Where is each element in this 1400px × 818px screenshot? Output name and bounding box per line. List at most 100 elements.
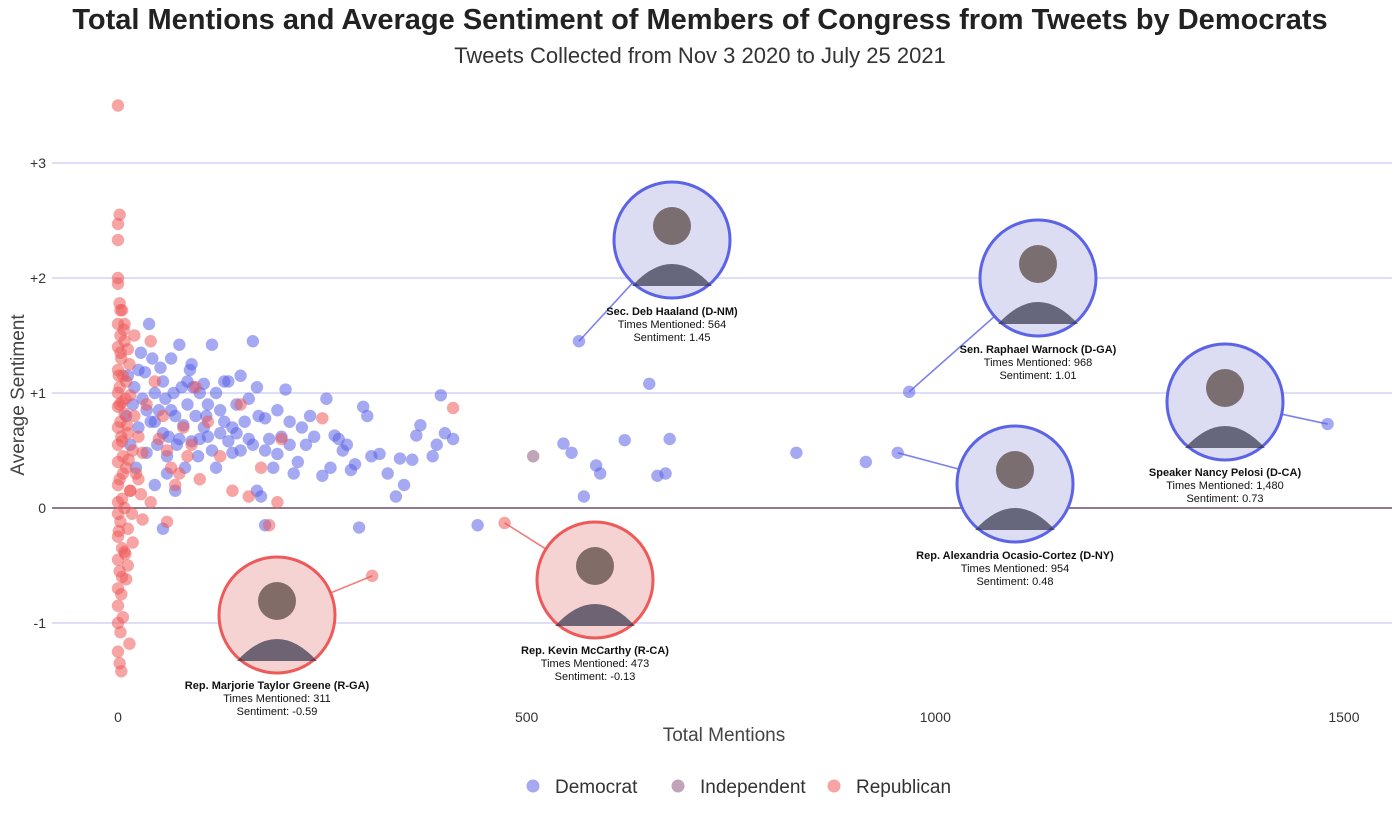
data-point — [125, 507, 139, 520]
x-tick-label: 1000 — [920, 709, 951, 725]
data-point — [201, 398, 215, 411]
portrait-body-icon — [1185, 426, 1265, 448]
data-point — [128, 329, 141, 342]
data-point — [426, 450, 439, 463]
legend-item-democrat: Democrat — [526, 777, 638, 798]
data-point — [859, 455, 873, 469]
data-point — [316, 469, 329, 482]
y-tick-label: +2 — [30, 270, 46, 286]
annotations: Sec. Deb Haaland (D-NM)Times Mentioned: … — [185, 180, 1328, 718]
annotation-mentions: Times Mentioned: 564 — [618, 319, 726, 331]
legend-swatch — [526, 779, 540, 793]
data-point — [154, 361, 167, 374]
annotation-name: Rep. Kevin McCarthy (R-CA) — [521, 645, 669, 657]
annotation-callout: Sec. Deb Haaland (D-NM)Times Mentioned: … — [578, 180, 738, 344]
data-point — [115, 665, 128, 678]
portrait-head-icon — [1019, 245, 1057, 283]
legend-label: Republican — [856, 777, 951, 798]
data-point — [185, 358, 198, 371]
annotation-name: Speaker Nancy Pelosi (D-CA) — [1149, 467, 1302, 479]
data-point — [144, 335, 157, 348]
data-point — [128, 409, 141, 423]
data-point — [275, 432, 288, 446]
data-point — [446, 401, 460, 415]
data-point — [320, 392, 333, 405]
annotation-sentiment: Sentiment: 0.73 — [1186, 493, 1263, 505]
y-tick-label: -1 — [34, 615, 47, 631]
data-point — [123, 358, 136, 371]
annotation-mentions: Times Mentioned: 311 — [223, 693, 331, 705]
data-point — [122, 453, 135, 466]
annotation-name: Rep. Marjorie Taylor Greene (R-GA) — [185, 680, 370, 692]
data-point — [618, 433, 631, 447]
data-point — [119, 392, 132, 405]
data-point — [414, 419, 427, 432]
legend-swatch — [827, 779, 841, 793]
annotation-sentiment: Sentiment: 1.01 — [999, 370, 1076, 382]
data-points — [111, 99, 1334, 678]
chart-subtitle: Tweets Collected from Nov 3 2020 to July… — [454, 43, 946, 68]
annotation-mentions: Times Mentioned: 473 — [541, 658, 649, 670]
portrait-head-icon — [996, 451, 1034, 489]
data-point — [113, 208, 126, 221]
data-point — [126, 536, 139, 549]
data-point — [790, 446, 803, 459]
data-point — [577, 490, 591, 503]
data-point — [189, 381, 202, 394]
data-point — [316, 412, 329, 425]
legend-swatch — [671, 779, 685, 793]
data-point — [222, 435, 235, 448]
portrait-head-icon — [653, 207, 691, 245]
data-point — [159, 392, 172, 405]
y-tick-label: 0 — [38, 500, 46, 516]
data-point — [115, 570, 129, 584]
series-independent — [526, 450, 540, 463]
y-tick-label: +1 — [30, 385, 46, 401]
data-point — [146, 352, 159, 365]
x-axis-label: Total Mentions — [663, 725, 786, 746]
data-point — [430, 438, 443, 451]
data-point — [258, 444, 272, 457]
data-point — [191, 450, 205, 463]
data-point — [226, 484, 239, 497]
legend: Democrat Independent Republican — [526, 777, 951, 798]
data-point — [291, 455, 305, 469]
data-point — [643, 377, 656, 390]
portrait-head-icon — [1206, 369, 1244, 407]
annotation-sentiment: Sentiment: 0.48 — [976, 576, 1053, 588]
data-point — [134, 346, 148, 359]
data-point — [173, 467, 186, 480]
connector-line — [504, 522, 547, 550]
annotation-callout: Rep. Marjorie Taylor Greene (R-GA)Times … — [185, 555, 373, 718]
data-point — [307, 430, 321, 443]
data-point — [663, 432, 676, 446]
data-point — [205, 338, 219, 351]
data-point — [132, 473, 145, 486]
data-point — [111, 217, 125, 231]
data-point — [189, 409, 202, 423]
data-point — [299, 438, 313, 451]
data-point — [352, 521, 366, 534]
data-point — [134, 488, 148, 501]
data-point — [242, 490, 255, 503]
data-point — [193, 473, 206, 486]
data-point — [271, 447, 284, 461]
data-point — [140, 398, 153, 411]
data-point — [177, 421, 190, 434]
data-point — [406, 453, 419, 466]
data-point — [112, 369, 126, 382]
data-point — [115, 430, 128, 443]
data-point — [114, 346, 127, 359]
data-point — [226, 446, 239, 459]
chart-title: Total Mentions and Average Sentiment of … — [72, 4, 1328, 36]
y-axis-label: Average Sentiment — [8, 314, 29, 476]
axes: Total Mentions Average Sentiment 0 500 100… — [8, 314, 1360, 746]
data-point — [344, 463, 358, 477]
data-point — [148, 478, 161, 492]
data-point — [594, 467, 607, 480]
data-point — [271, 496, 284, 509]
portrait-head-icon — [258, 582, 296, 620]
data-point — [148, 375, 161, 388]
data-point — [117, 323, 130, 336]
x-tick-label: 500 — [515, 709, 539, 725]
